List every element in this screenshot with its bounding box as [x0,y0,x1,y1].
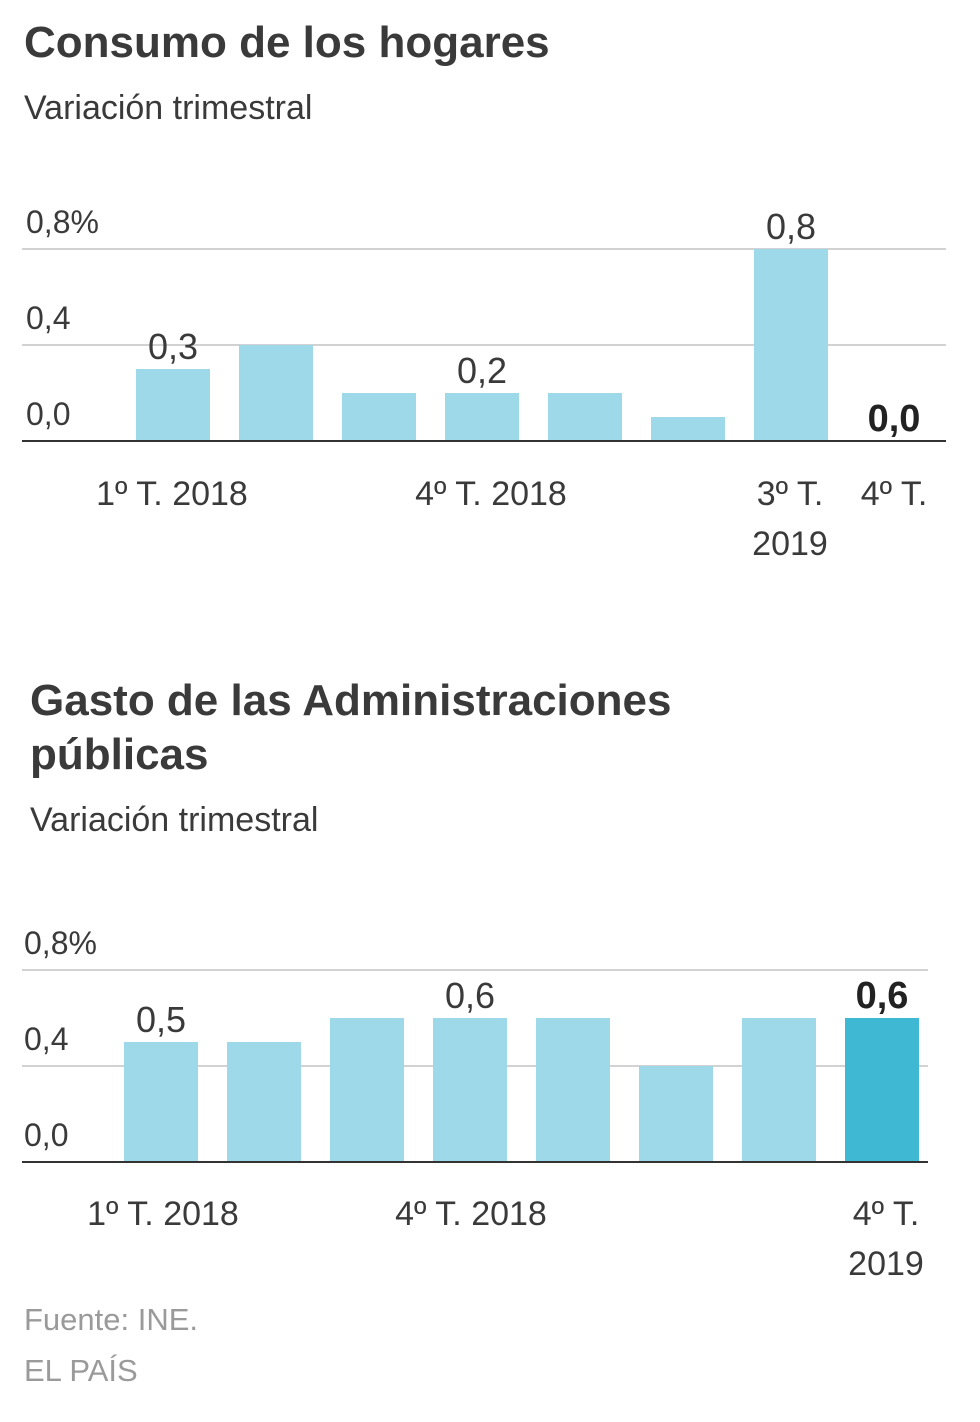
bar [433,1018,507,1162]
publisher-credit: EL PAÍS [24,1353,138,1388]
data-label: 0,0 [868,398,921,440]
chart-1-title: Consumo de los hogares [24,18,550,67]
y-tick-label: 0,0 [24,1117,68,1153]
data-label: 0,5 [136,999,186,1040]
y-tick-label: 0,0 [26,396,70,432]
x-tick-label: 4º T. 2018 [415,475,567,513]
bar [548,393,622,441]
x-tick-label: 2019 [752,525,828,563]
bar [136,369,210,441]
y-tick-label: 0,4 [24,1021,68,1057]
bar [342,393,416,441]
bar [742,1018,816,1162]
data-label: 0,8 [766,206,816,247]
data-label: 0,3 [148,326,198,367]
bar [639,1066,713,1162]
source-note: Fuente: INE. [24,1302,199,1337]
x-tick-label: 4º T. 2018 [395,1195,547,1233]
x-tick-label: 1º T. 2018 [96,475,248,513]
bar [124,1042,198,1162]
bar [330,1018,404,1162]
data-label: 0,6 [445,975,495,1016]
bar [754,249,828,441]
bar [845,1018,919,1162]
chart-2-subtitle: Variación trimestral [30,801,319,839]
bar [536,1018,610,1162]
data-label: 0,2 [457,350,507,391]
y-tick-label: 0,4 [26,300,70,336]
chart-1-consumo-hogares: 0,0 0,4 0,8% 0,3 0,2 0,8 0,0 1º T. 2018 4º T. 20… [22,204,946,563]
chart-1-subtitle: Variación trimestral [24,89,313,127]
y-tick-label: 0,8% [26,204,99,240]
bar [651,417,725,441]
x-tick-label: 2019 [848,1245,924,1283]
bar [445,393,519,441]
x-tick-label: 1º T. 2018 [87,1195,239,1233]
bar [239,345,313,441]
y-tick-label: 0,8% [24,925,97,961]
x-tick-label: 4º T. [861,475,928,513]
data-label: 0,6 [856,975,909,1017]
x-tick-label: 3º T. [757,475,824,513]
chart-2-title: Gasto de las Administraciones públicas [30,676,672,779]
x-tick-label: 4º T. [853,1195,920,1233]
bar [227,1042,301,1162]
chart-2-gasto-administraciones: 0,0 0,4 0,8% 0,5 0,6 0,6 1º T. 2018 4º T. 2018 4… [22,925,928,1283]
